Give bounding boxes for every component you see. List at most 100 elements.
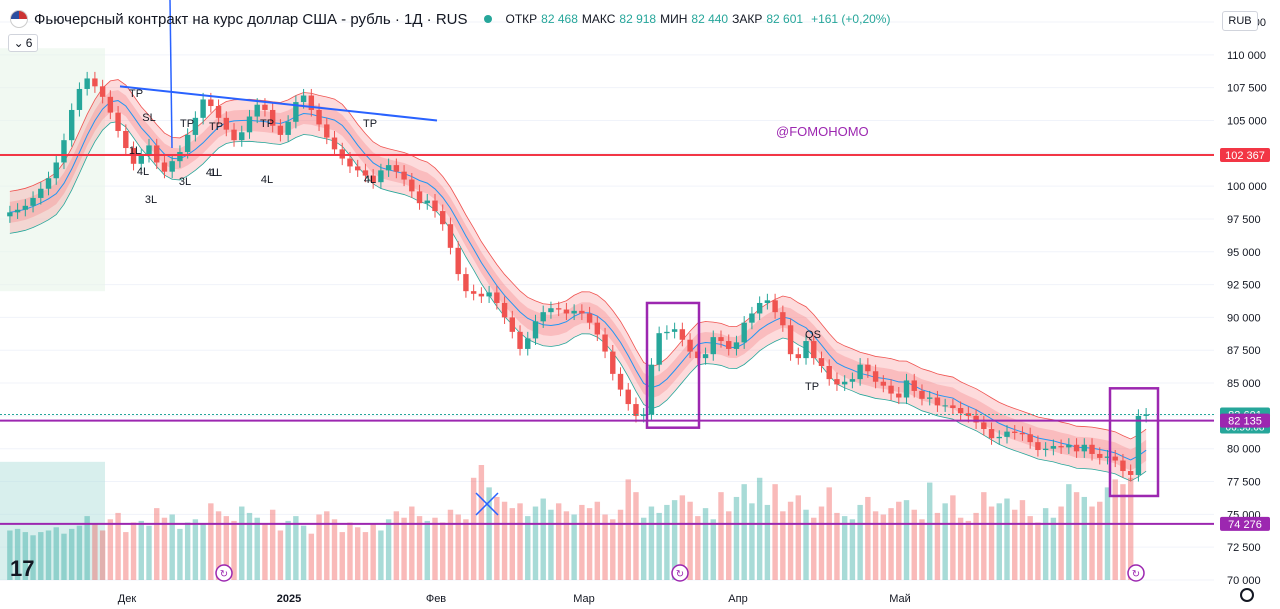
volume-bar [563,511,570,580]
candle [300,95,307,103]
volume-bar [749,503,755,580]
signal-label: 4L [364,174,376,186]
volume-bar [579,504,585,580]
candle [486,292,492,297]
candle [1066,444,1072,448]
band-line [9,79,1147,440]
price-tag-label: 74 276 [1228,519,1262,531]
change-value: +161 (+0,20%) [811,12,891,26]
cross-marker [475,492,499,516]
candle [30,197,36,206]
event-marker-icon [671,564,689,582]
volume-bar [857,504,863,580]
candle [764,300,771,303]
candle [1120,460,1126,472]
volume-bar [354,527,361,580]
candle [146,145,152,156]
candle [679,329,686,340]
volume-bar [14,528,21,580]
candle [795,354,802,359]
candle [702,354,709,359]
candle [269,109,276,126]
market-status-icon [483,15,492,23]
volume-bar [633,492,639,580]
volume-bar [1112,479,1118,580]
candle [393,165,400,172]
volume-bar [463,519,469,580]
volume-bar [988,506,995,580]
y-tick-label: 110 000 [1227,50,1266,62]
event-marker-icon [1127,564,1145,582]
indicators-toggle-button[interactable]: ⌄ 6 [8,34,38,52]
candle [99,86,106,97]
candle [1104,456,1111,458]
volume-bar [903,500,910,580]
price-tag [1220,516,1270,531]
candle [726,341,732,349]
volume-bar [215,511,222,580]
symbol-title[interactable]: Фьючерсный контракт на курс доллар США -… [34,10,468,28]
candle [849,379,856,382]
candle [780,312,786,326]
volume-bar [76,525,83,580]
volume-bar [424,520,430,580]
volume-bar [192,519,199,580]
candle [973,415,979,423]
tradingview-logo-icon[interactable]: 17 [10,556,35,581]
volume-bar [756,477,763,580]
low-value: 82 440 [691,12,729,26]
volume-bar [602,514,608,580]
volume-bar [92,524,98,580]
gear-icon[interactable] [1240,588,1254,602]
candle [1027,434,1033,443]
candle [841,381,848,385]
volume-bar [826,487,832,580]
volume-bar [45,530,52,580]
candle [787,325,794,355]
price-tag-label: 102 367 [1225,150,1265,162]
candle [223,117,230,130]
candle [293,102,299,122]
x-tick-label: Май [889,593,911,605]
highlight-box [645,301,701,429]
volume-bar [115,512,121,580]
volume-bar [200,524,206,580]
candle [161,162,168,172]
y-tick-label: 77 500 [1227,477,1261,489]
candle [517,331,523,349]
volume-bar [1042,508,1049,580]
volume-bar [710,519,716,580]
trendline [119,85,438,122]
volume-bar [246,512,253,580]
volume-bar [718,492,724,580]
volume-bar [726,511,732,580]
candle [262,104,268,110]
volume-bar [981,492,987,580]
candle [107,96,114,113]
high-value: 82 918 [619,12,657,26]
candle [478,293,485,297]
y-tick-label: 100 000 [1227,181,1267,193]
candle [1019,432,1026,435]
volume-bar [53,527,59,580]
volume-bar [470,477,477,580]
candle [950,405,956,409]
y-tick-label: 92 500 [1227,280,1261,292]
price-tag-timer: 06:56:08 [1226,423,1265,434]
volume-bar [687,501,693,580]
currency-button[interactable]: RUB [1222,11,1258,31]
candle [687,339,693,352]
volume-bar [772,484,778,580]
volume-bar [695,516,701,580]
volume-bar [262,524,268,580]
candle [231,129,237,141]
y-tick-label: 72 500 [1227,542,1261,554]
candle [14,209,21,213]
volume-bar [331,519,338,580]
candle [756,302,763,314]
volume-bar [347,522,353,580]
volume-bar [610,519,616,580]
x-tick-label: Мар [573,593,595,605]
shaded-region-volume [0,461,105,580]
